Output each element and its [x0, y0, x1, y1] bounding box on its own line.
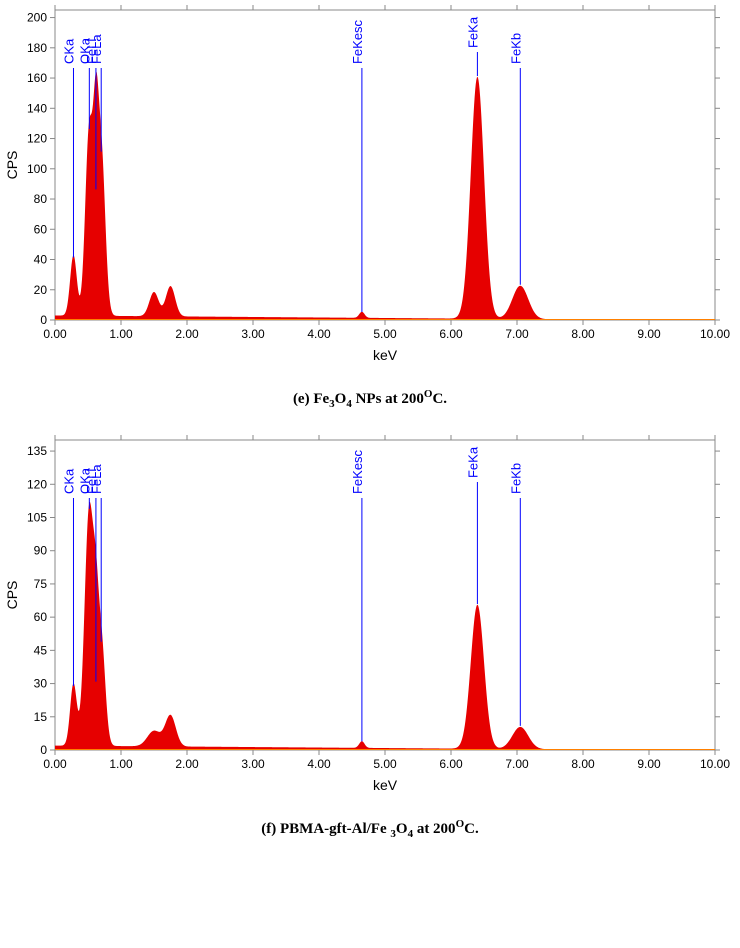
svg-text:0: 0	[40, 743, 47, 757]
svg-text:8.00: 8.00	[571, 327, 595, 341]
svg-text:100: 100	[27, 162, 47, 176]
peak-label-cka: CKa	[61, 38, 76, 64]
svg-text:2.00: 2.00	[175, 757, 199, 771]
peak-label-fela: FeLa	[89, 34, 104, 64]
peak-label-fekesc: FeKesc	[350, 19, 365, 64]
chart-e-svg: 0 20 40 60 80 100 120 140 160 180 200 0.00 1.00 2.00 3…	[0, 0, 740, 380]
svg-text:15: 15	[34, 710, 48, 724]
svg-text:7.00: 7.00	[505, 327, 529, 341]
svg-text:120: 120	[27, 132, 47, 146]
svg-text:6.00: 6.00	[439, 327, 463, 341]
svg-text:10.00: 10.00	[700, 757, 730, 771]
svg-text:0.00: 0.00	[43, 327, 67, 341]
svg-text:4.00: 4.00	[307, 757, 331, 771]
peak-label-cka: CKa	[61, 468, 76, 494]
svg-text:90: 90	[34, 544, 48, 558]
peak-label-fekb: FeKb	[508, 463, 523, 494]
peak-label-fekesc: FeKesc	[350, 449, 365, 494]
svg-text:5.00: 5.00	[373, 757, 397, 771]
svg-text:8.00: 8.00	[571, 757, 595, 771]
peak-label-feka: FeKa	[465, 16, 480, 48]
chart-f-svg: 0 15 30 45 60 75 90 105 120 135 0.00 1.00 2.00 3.00 4.…	[0, 430, 740, 810]
svg-text:120: 120	[27, 477, 47, 491]
x-axis-label: keV	[373, 777, 398, 793]
svg-text:3.00: 3.00	[241, 327, 265, 341]
svg-text:6.00: 6.00	[439, 757, 463, 771]
peak-label-feka: FeKa	[465, 446, 480, 478]
peak-label-fekb: FeKb	[508, 33, 523, 64]
svg-text:105: 105	[27, 511, 47, 525]
svg-text:1.00: 1.00	[109, 327, 133, 341]
svg-text:160: 160	[27, 71, 47, 85]
svg-text:2.00: 2.00	[175, 327, 199, 341]
svg-text:60: 60	[34, 222, 48, 236]
svg-text:1.00: 1.00	[109, 757, 133, 771]
svg-text:180: 180	[27, 41, 47, 55]
svg-text:30: 30	[34, 677, 48, 691]
svg-text:9.00: 9.00	[637, 327, 661, 341]
svg-text:7.00: 7.00	[505, 757, 529, 771]
figure-f: 0 15 30 45 60 75 90 105 120 135 0.00 1.00 2.00 3.00 4.…	[0, 430, 740, 840]
svg-text:0.00: 0.00	[43, 757, 67, 771]
svg-text:200: 200	[27, 11, 47, 25]
peak-label-fela: FeLa	[89, 464, 104, 494]
svg-text:5.00: 5.00	[373, 327, 397, 341]
caption-f: (f) PBMA-gft-Al/Fe 3O4 at 200OC.	[0, 818, 740, 840]
svg-text:3.00: 3.00	[241, 757, 265, 771]
x-axis-label: keV	[373, 347, 398, 363]
y-axis-label: CPS	[4, 581, 20, 610]
svg-text:80: 80	[34, 192, 48, 206]
caption-e: (e) Fe3O4 NPs at 200OC.	[0, 388, 740, 410]
svg-text:4.00: 4.00	[307, 327, 331, 341]
figure-e: 0 20 40 60 80 100 120 140 160 180 200 0.00 1.00 2.00 3…	[0, 0, 740, 410]
svg-text:20: 20	[34, 283, 48, 297]
svg-text:0: 0	[40, 313, 47, 327]
svg-text:40: 40	[34, 253, 48, 267]
svg-text:140: 140	[27, 101, 47, 115]
svg-text:45: 45	[34, 643, 48, 657]
y-axis-label: CPS	[4, 151, 20, 180]
svg-text:135: 135	[27, 444, 47, 458]
svg-text:60: 60	[34, 610, 48, 624]
svg-text:10.00: 10.00	[700, 327, 730, 341]
svg-text:75: 75	[34, 577, 48, 591]
svg-text:9.00: 9.00	[637, 757, 661, 771]
